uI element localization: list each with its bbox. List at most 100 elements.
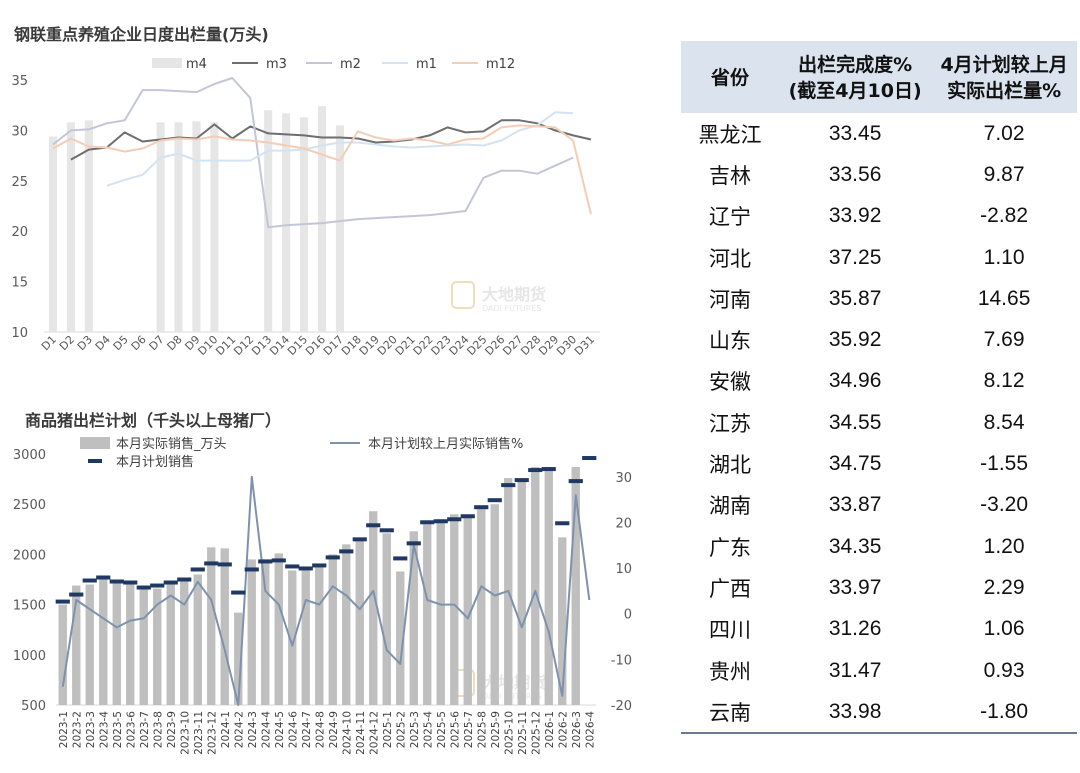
cell-plan-change: 8.12: [983, 369, 1025, 393]
province-table-panel: 省份 出栏完成度% (截至4月10日) 4月计划较上月 实际出栏量% 黑龙江 33…: [681, 41, 1077, 735]
chart1-bar-m4-D16: [317, 106, 327, 332]
chart2-marker-2024-9: [325, 555, 340, 560]
chart2-marker-2026-4: [582, 456, 597, 461]
chart2-line-plan-change: [61, 475, 591, 706]
chart2-xtick-2024-2: 2024-2: [233, 711, 245, 748]
chart2-bar-2023-10: [180, 581, 189, 705]
cell-completion: 33.98: [779, 691, 932, 735]
chart1-xtick-D5: D5: [111, 333, 131, 353]
chart2-xtick-2026-1: 2026-1: [544, 711, 556, 748]
chart2-xtick-2025-8: 2025-8: [476, 711, 488, 748]
chart1-xtick-D3: D3: [75, 333, 95, 353]
chart1-line-m1: [106, 111, 574, 187]
chart1-xtick-D4: D4: [93, 333, 113, 353]
chart1-daily-slaughter: 101520253035D1D2D3D4D5D6D7D8D9D10D11D12D…: [11, 57, 600, 358]
cell-plan-change: 7.69: [983, 328, 1025, 352]
cell-completion: 35.87: [828, 286, 882, 310]
chart1-ytick-2: 20: [11, 225, 28, 240]
chart2-bar-2023-11: [193, 574, 202, 705]
chart2-marker-2025-8: [474, 505, 489, 510]
cell-plan-change: 14.65: [977, 286, 1031, 310]
chart2-bar-2023-4: [99, 578, 108, 705]
cell-province: 广东: [709, 535, 751, 560]
chart2-marker-2023-12: [204, 561, 219, 566]
chart2-ytick-right-2: 0: [624, 608, 632, 623]
chart1-xtick-D6: D6: [129, 333, 149, 353]
chart2-marker-2025-12: [528, 468, 543, 473]
cell-plan-change: 9.87: [983, 162, 1025, 186]
cell-province: 河南: [709, 287, 751, 312]
chart2-bar-2024-5: [274, 553, 283, 705]
cell-plan-change: -2.82: [980, 204, 1029, 228]
chart2-xtick-2024-12: 2024-12: [368, 711, 380, 755]
cell-province: 湖北: [709, 453, 751, 478]
cell-plan-change: 7.02: [983, 121, 1025, 145]
chart2-bar-2025-1: [382, 533, 391, 705]
cell-completion: 37.25: [828, 245, 882, 269]
table-row: 吉林 33.56 9.87: [681, 154, 1077, 195]
chart2-marker-2024-8: [312, 563, 327, 568]
chart2-legend-label-bar: 本月实际销售_万头: [116, 436, 227, 452]
chart2-bar-2025-3: [409, 531, 418, 705]
table-row: 辽宁 33.92 -2.82: [681, 196, 1077, 237]
chart2-bar-2024-2: [234, 612, 243, 705]
cell-completion: 34.55: [828, 410, 882, 434]
watermark-name: 大地期货: [482, 285, 546, 304]
cell-plan-change: 1.06: [983, 617, 1025, 641]
chart2-marker-2024-3: [244, 567, 259, 572]
chart1-legend-label-m1: m1: [416, 57, 437, 72]
cell-plan-change: -3.20: [980, 493, 1029, 517]
chart2-bar-2026-1: [544, 470, 553, 705]
chart2-xtick-2025-10: 2025-10: [503, 711, 515, 755]
chart2-xtick-2025-4: 2025-4: [422, 711, 434, 749]
cell-province: 广西: [709, 576, 751, 601]
chart2-bar-2023-2: [72, 585, 81, 705]
chart2-xtick-2023-1: 2023-1: [58, 711, 70, 748]
chart2-bar-2025-9: [490, 504, 499, 705]
chart2-xtick-2026-2: 2026-2: [557, 711, 569, 748]
chart1-ytick-0: 10: [11, 326, 28, 341]
chart2-xtick-2025-9: 2025-9: [490, 711, 502, 748]
chart2-xtick-2023-11: 2023-11: [193, 711, 205, 755]
chart1-legend-label-m3: m3: [266, 57, 287, 72]
chart2-bar-2024-12: [369, 511, 378, 705]
table-row: 四川 31.26 1.06: [681, 609, 1077, 650]
chart2-bar-2024-9: [328, 554, 337, 705]
cell-completion: 31.26: [828, 617, 882, 641]
cell-province: 贵州: [709, 659, 751, 684]
chart2-bar-2024-1: [220, 548, 229, 705]
table-row: 贵州 31.47 0.93: [681, 650, 1077, 691]
chart2-marker-2024-6: [285, 564, 300, 569]
chart1-bar-m4-D17: [335, 125, 344, 332]
chart2-marker-2026-2: [555, 521, 570, 526]
cell-completion: 33.56: [828, 162, 882, 186]
chart2-xtick-2024-5: 2024-5: [274, 711, 286, 748]
table-row: 河北 37.25 1.10: [681, 237, 1077, 278]
chart2-marker-2023-7: [136, 585, 151, 590]
chart1-bar-m4-D9: [192, 121, 201, 332]
table-row: 河南 35.87 14.65: [681, 278, 1077, 319]
chart2-marker-2025-5: [433, 519, 448, 524]
chart2-xtick-2024-8: 2024-8: [314, 711, 326, 748]
chart1-line-m2: [52, 77, 574, 229]
chart1-bar-m4-D1: [48, 136, 58, 332]
chart2-bar-2025-7: [463, 516, 472, 705]
chart2-xtick-2023-9: 2023-9: [166, 711, 178, 748]
chart2-xtick-2024-11: 2024-11: [355, 711, 367, 755]
chart2-marker-2023-9: [163, 580, 178, 585]
chart2-xtick-2023-10: 2023-10: [179, 711, 191, 755]
chart2-marker-2026-1: [541, 467, 556, 472]
cell-plan-change: 1.10: [983, 245, 1025, 269]
chart1-xtick-D1: D1: [39, 333, 59, 353]
chart2-bar-2024-7: [301, 570, 310, 705]
chart1-xtick-D7: D7: [147, 333, 167, 353]
chart2-xtick-2024-3: 2024-3: [247, 711, 259, 748]
chart2-legend-swatch-bar: [80, 437, 110, 449]
chart2-xtick-2026-4: 2026-4: [584, 711, 596, 749]
chart1-legend-label-m4: m4: [186, 57, 207, 72]
cell-completion: 34.35: [828, 534, 882, 558]
chart2-xtick-2023-7: 2023-7: [139, 711, 151, 748]
chart2-marker-2024-11: [352, 537, 367, 542]
chart2-bar-2023-3: [85, 584, 94, 705]
